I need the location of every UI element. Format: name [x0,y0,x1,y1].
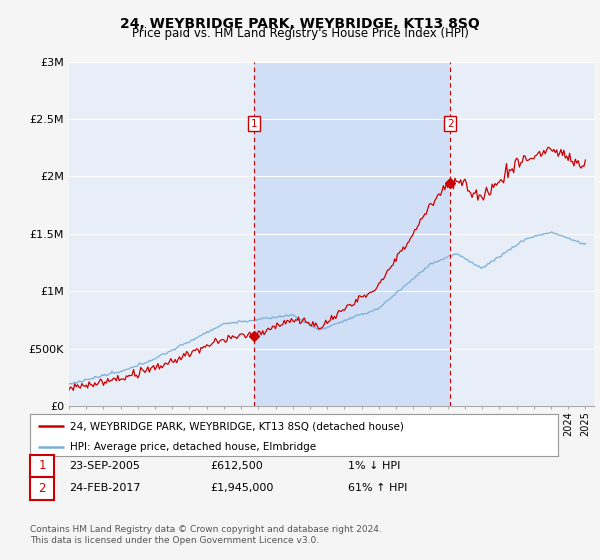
Text: HPI: Average price, detached house, Elmbridge: HPI: Average price, detached house, Elmb… [70,442,316,452]
Text: 24, WEYBRIDGE PARK, WEYBRIDGE, KT13 8SQ: 24, WEYBRIDGE PARK, WEYBRIDGE, KT13 8SQ [120,17,480,31]
Text: Contains HM Land Registry data © Crown copyright and database right 2024.
This d: Contains HM Land Registry data © Crown c… [30,525,382,545]
Text: 2: 2 [38,482,46,495]
Text: 24, WEYBRIDGE PARK, WEYBRIDGE, KT13 8SQ (detached house): 24, WEYBRIDGE PARK, WEYBRIDGE, KT13 8SQ … [70,421,403,431]
Text: Price paid vs. HM Land Registry's House Price Index (HPI): Price paid vs. HM Land Registry's House … [131,27,469,40]
Text: £1,945,000: £1,945,000 [210,483,274,493]
Text: 24-FEB-2017: 24-FEB-2017 [69,483,140,493]
Text: 1: 1 [250,119,257,129]
Bar [254,62,450,406]
Text: 1: 1 [38,459,46,473]
Text: 23-SEP-2005: 23-SEP-2005 [69,461,140,471]
Text: 1% ↓ HPI: 1% ↓ HPI [348,461,400,471]
Text: 61% ↑ HPI: 61% ↑ HPI [348,483,407,493]
Text: 2: 2 [447,119,454,129]
Text: £612,500: £612,500 [210,461,263,471]
